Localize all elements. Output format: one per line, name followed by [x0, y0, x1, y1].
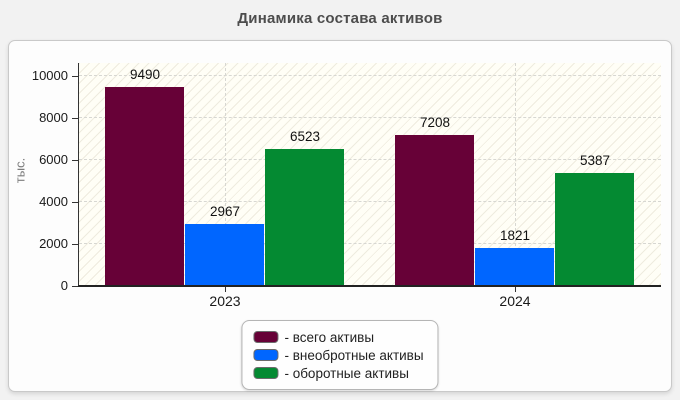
y-axis-tick — [72, 118, 78, 119]
legend-item: - оборотные активы — [253, 364, 423, 382]
bar-value-label: 2967 — [209, 204, 241, 219]
y-axis-tick — [72, 244, 78, 245]
y-axis-tick — [72, 202, 78, 203]
gridline-vertical — [225, 63, 226, 286]
x-axis-tick — [515, 287, 516, 292]
bar-value-label: 1821 — [499, 228, 531, 243]
legend-box: - всего активы - внеобротные активы - обор… — [241, 320, 439, 390]
bar-оборотные-активы — [555, 173, 634, 286]
legend-swatch-всего-активы — [253, 331, 279, 343]
bar-всего-активы — [395, 135, 474, 286]
y-axis-tick-label: 4000 — [39, 194, 68, 209]
y-axis-tick-label: 8000 — [39, 110, 68, 125]
legend-label: - оборотные активы — [284, 365, 409, 381]
bar-внеобротные-активы — [185, 224, 264, 286]
bar-value-label: 7208 — [419, 115, 451, 130]
gridline-horizontal — [79, 243, 661, 244]
legend-label: - всего активы — [284, 329, 375, 345]
chart-panel: 9490 2967 6523 7208 1821 5387 тыс. 0 2000 4000 6… — [8, 40, 672, 392]
gridline-vertical — [515, 63, 516, 286]
bar-value-label: 6523 — [289, 129, 321, 144]
x-axis-tick-label: 2023 — [209, 293, 241, 309]
y-axis-tick-label: 2000 — [39, 236, 68, 251]
legend-swatch-оборотные-активы — [253, 367, 279, 379]
legend-item: - всего активы — [253, 328, 423, 346]
chart-title: Динамика состава активов — [237, 10, 443, 27]
y-axis-tick — [72, 160, 78, 161]
bar-внеобротные-активы — [475, 248, 554, 286]
x-axis-tick — [225, 287, 226, 292]
gridline-horizontal — [79, 201, 661, 202]
y-axis-tick — [72, 286, 78, 287]
plot-area: 9490 2967 6523 7208 1821 5387 — [79, 63, 661, 286]
bar-value-label: 5387 — [579, 153, 611, 168]
y-axis-tick-label: 0 — [60, 278, 68, 293]
x-axis-tick-label: 2024 — [499, 293, 531, 309]
y-axis-line — [78, 63, 79, 286]
gridline-horizontal — [79, 75, 661, 76]
legend-label: - внеобротные активы — [284, 347, 424, 363]
bar-value-label: 9490 — [129, 67, 161, 82]
bar-оборотные-активы — [265, 149, 344, 286]
y-axis-tick — [72, 76, 78, 77]
y-axis-tick-label: 10000 — [31, 68, 68, 83]
y-axis-tick-label: 6000 — [39, 152, 68, 167]
gridline-horizontal — [79, 159, 661, 160]
gridline-horizontal — [79, 117, 661, 118]
x-axis-line — [78, 285, 661, 287]
bar-всего-активы — [105, 87, 184, 286]
legend-item: - внеобротные активы — [253, 346, 424, 364]
legend-swatch-внеобротные-активы — [253, 349, 279, 361]
